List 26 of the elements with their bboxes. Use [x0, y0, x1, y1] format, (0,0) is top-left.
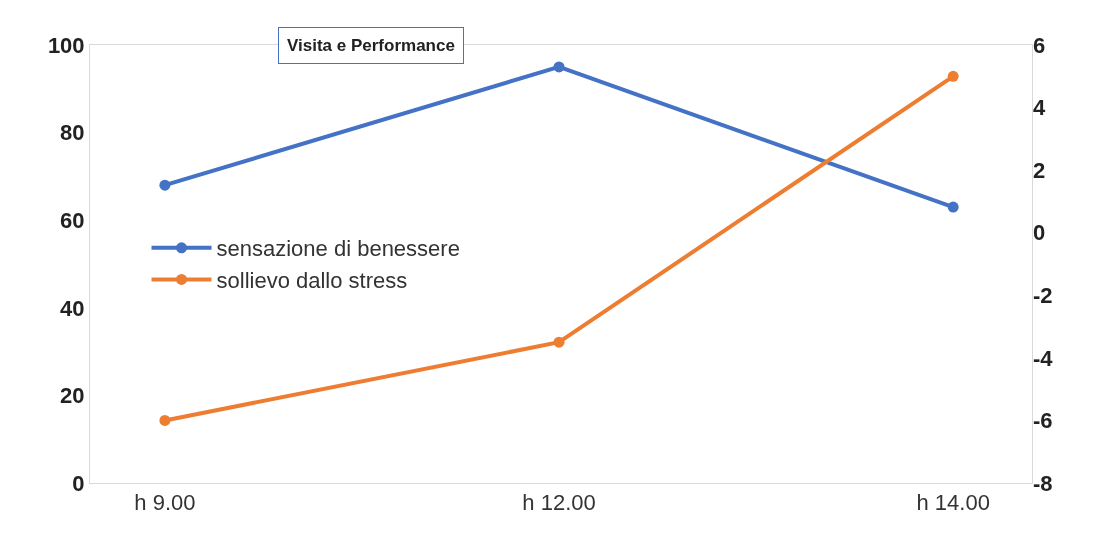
point: [947, 201, 959, 213]
y-tick-label: 40: [60, 295, 85, 321]
x-tick-label: h 12.00: [522, 490, 596, 516]
point: [553, 61, 565, 73]
y2-tick-label: 0: [1033, 220, 1046, 246]
x-tick-label: h 9.00: [134, 490, 196, 516]
y-tick-label: 20: [60, 383, 85, 409]
y-tick-label: 100: [47, 32, 85, 58]
legend-label: sensazione di benessere: [216, 236, 460, 262]
y2-tick-label: -8: [1033, 470, 1053, 496]
y2-tick-label: 6: [1033, 32, 1046, 58]
y-tick-label: 0: [72, 470, 85, 496]
y-tick-label: 80: [60, 120, 85, 146]
point: [553, 336, 565, 348]
chart-title: Visita e Performance: [287, 36, 455, 55]
y2-tick-label: 4: [1033, 95, 1046, 121]
point: [159, 179, 171, 191]
point: [947, 70, 959, 82]
y2-tick-label: -6: [1033, 408, 1053, 434]
legend-label: sollievo dallo stress: [216, 267, 408, 293]
y2-tick-label: 2: [1033, 157, 1046, 183]
x-tick-label: h 14.00: [916, 490, 990, 516]
point: [159, 414, 171, 426]
y2-tick-label: -2: [1033, 282, 1053, 308]
y-tick-label: 60: [60, 207, 85, 233]
y2-tick-label: -4: [1033, 345, 1054, 371]
